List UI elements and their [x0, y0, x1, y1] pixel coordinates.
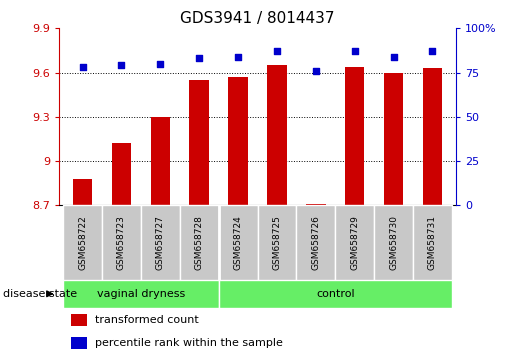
Point	[156, 61, 164, 67]
Text: GSM658722: GSM658722	[78, 215, 87, 270]
Text: GSM658731: GSM658731	[428, 215, 437, 270]
Bar	[112, 143, 131, 205]
Bar	[267, 65, 287, 205]
Bar	[190, 80, 209, 205]
Point	[389, 54, 398, 59]
Bar	[71, 314, 87, 326]
Point	[428, 48, 437, 54]
Text: transformed count: transformed count	[95, 315, 199, 325]
Bar	[73, 179, 92, 205]
Text: control: control	[316, 289, 354, 299]
Bar	[335, 205, 374, 280]
Bar	[150, 117, 170, 205]
Point	[78, 64, 87, 70]
Bar	[413, 205, 452, 280]
Bar	[180, 205, 219, 280]
Point	[351, 48, 359, 54]
Point	[117, 63, 126, 68]
Bar	[63, 205, 102, 280]
Text: GSM658727: GSM658727	[156, 215, 165, 270]
Bar	[258, 205, 296, 280]
Text: GSM658726: GSM658726	[311, 215, 320, 270]
Bar	[219, 280, 452, 308]
Text: GSM658730: GSM658730	[389, 215, 398, 270]
Bar	[423, 68, 442, 205]
Point	[195, 56, 203, 61]
Bar	[306, 204, 325, 205]
Bar	[71, 337, 87, 349]
Text: percentile rank within the sample: percentile rank within the sample	[95, 338, 283, 348]
Text: GSM658724: GSM658724	[234, 215, 243, 270]
Text: vaginal dryness: vaginal dryness	[97, 289, 185, 299]
Point	[312, 68, 320, 74]
Point	[273, 48, 281, 54]
Bar	[374, 205, 413, 280]
Bar	[228, 77, 248, 205]
Text: GSM658723: GSM658723	[117, 215, 126, 270]
Bar	[384, 73, 403, 205]
Bar	[296, 205, 335, 280]
Bar	[102, 205, 141, 280]
Bar	[219, 205, 258, 280]
Text: GSM658729: GSM658729	[350, 215, 359, 270]
Text: GSM658725: GSM658725	[272, 215, 281, 270]
Bar	[345, 67, 365, 205]
Text: disease state: disease state	[3, 289, 77, 299]
Title: GDS3941 / 8014437: GDS3941 / 8014437	[180, 11, 335, 26]
Bar	[141, 205, 180, 280]
Bar	[63, 280, 219, 308]
Point	[234, 54, 242, 59]
Text: GSM658728: GSM658728	[195, 215, 204, 270]
